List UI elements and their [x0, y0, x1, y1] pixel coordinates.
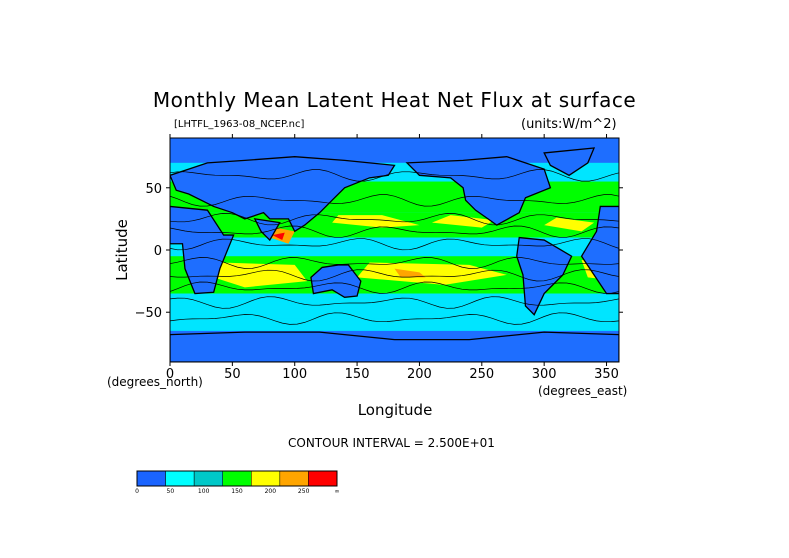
colorbar-tick-label: 250 — [297, 488, 310, 495]
x-unit-label: (degrees_east) — [538, 384, 628, 398]
units-label: (units:W/m^2) — [521, 117, 617, 132]
chart-title: Monthly Mean Latent Heat Net Flux at sur… — [152, 88, 637, 112]
colorbar — [136, 470, 338, 487]
flux-patch — [357, 262, 507, 285]
landmass — [580, 205, 619, 295]
colorbar-swatch — [279, 470, 309, 487]
x-tick-label: 350 — [594, 367, 619, 382]
latitude-band — [170, 138, 619, 163]
flux-map — [170, 138, 619, 362]
contour-line — [170, 296, 619, 309]
x-tick-label: 0 — [166, 367, 174, 382]
colorbar-tick-label: 200 — [264, 488, 277, 495]
x-tick-label: 50 — [224, 367, 241, 382]
y-axis: 50 0 −50 — [135, 182, 623, 321]
colorbar-tick-label: 100 — [197, 488, 210, 495]
x-tick-label: 200 — [407, 367, 432, 382]
landmass — [310, 264, 362, 298]
colorbar-swatch — [193, 470, 223, 487]
landmass — [543, 147, 596, 177]
flux-patch — [394, 268, 426, 278]
contour-interval: CONTOUR INTERVAL = 2.500E+01 — [288, 436, 495, 450]
file-label: [LHTFL_1963-08_NCEP.nc] — [174, 119, 305, 130]
flux-patch — [213, 262, 308, 288]
contour-line — [170, 213, 619, 226]
x-tick-label: 150 — [345, 367, 370, 382]
contour-line — [170, 238, 619, 251]
contour-line — [170, 194, 619, 207]
contour-line — [170, 269, 619, 282]
landmass — [170, 331, 619, 362]
colorbar-swatch — [165, 470, 195, 487]
colorbar-swatch — [308, 470, 338, 487]
latitude-band — [170, 237, 619, 257]
colorbar-swatch — [251, 470, 281, 487]
colorbar-swatch — [222, 470, 252, 487]
contour-line — [170, 169, 619, 182]
y-tick-label: −50 — [135, 306, 162, 321]
latitude-band — [170, 318, 619, 331]
colorbar-frame — [136, 470, 338, 487]
flux-patch — [431, 215, 495, 228]
colorbar-tick-label: 0 — [135, 488, 139, 495]
flux-patch — [332, 215, 420, 228]
contour-line — [170, 312, 619, 325]
x-axis-label: Longitude — [357, 401, 433, 419]
x-tick-label: 300 — [532, 367, 557, 382]
colorbar-tick-label: 150 — [231, 488, 243, 495]
y-tick-label: 0 — [154, 244, 162, 259]
x-tick-label: 250 — [469, 367, 494, 382]
y-axis-label: Latitude — [113, 219, 131, 281]
contour-line — [170, 281, 619, 294]
landmass — [516, 236, 573, 316]
contour-line — [170, 225, 619, 238]
colorbar-swatch — [136, 470, 166, 487]
colorbar-tick-label: 50 — [166, 488, 175, 495]
landmass — [170, 205, 235, 295]
x-axis: 0 50 100 150 200 250 300 350 — [166, 134, 619, 382]
flux-patch — [544, 217, 595, 232]
y-tick-label: 50 — [145, 182, 162, 197]
landmass — [253, 218, 281, 242]
flux-patch — [272, 232, 285, 241]
contour-line — [170, 257, 619, 269]
y-unit-label: (degrees_north) — [107, 375, 203, 389]
x-tick-label: 100 — [282, 367, 307, 382]
colorbar-tick-label: ∞ — [334, 488, 340, 495]
